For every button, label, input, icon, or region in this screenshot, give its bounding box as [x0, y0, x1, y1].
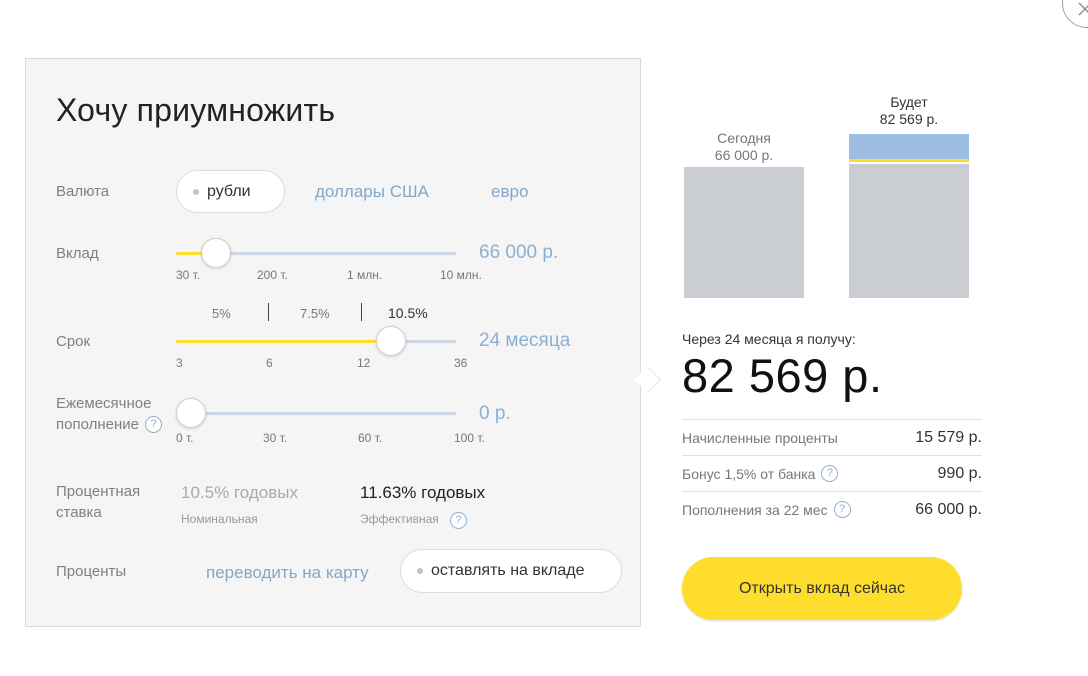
term-tick: 6 — [266, 356, 273, 370]
future-bar-separator — [849, 162, 969, 164]
monthly-slider-handle[interactable] — [176, 398, 206, 428]
term-rate-label: 5% — [212, 306, 231, 321]
term-label: Срок — [56, 333, 91, 350]
close-icon — [1078, 2, 1088, 16]
deposit-slider-fill — [176, 252, 216, 255]
future-bar-interest-segment — [849, 134, 969, 159]
deposit-tick: 1 млн. — [347, 268, 383, 282]
monthly-tick: 0 т. — [176, 431, 194, 445]
today-bar — [684, 167, 804, 298]
close-button[interactable] — [1062, 0, 1088, 28]
result-row-label: Пополнения за 22 мес? — [682, 501, 851, 518]
term-tick: 3 — [176, 356, 183, 370]
result-row: Начисленные проценты 15 579 р. — [682, 419, 982, 455]
monthly-tick: 100 т. — [454, 431, 485, 445]
future-bar-base-segment — [849, 164, 969, 298]
rate-nominal-value: 10.5% годовых — [181, 483, 298, 502]
result-row-value: 66 000 р. — [915, 500, 982, 518]
monthly-value[interactable]: 0 р. — [479, 403, 511, 424]
bonus-help-icon[interactable]: ? — [821, 465, 839, 482]
result-row-value: 990 р. — [937, 464, 982, 482]
rate-effective-value: 11.63% годовых — [360, 483, 486, 502]
result-row: Бонус 1,5% от банка? 990 р. — [682, 455, 982, 491]
selected-dot-icon — [193, 188, 199, 195]
today-caption-title: Сегодня — [717, 130, 771, 146]
rate-nominal-caption: Номинальная — [181, 512, 258, 526]
result-row-label: Бонус 1,5% от банка? — [682, 465, 839, 482]
currency-label: Валюта — [56, 183, 110, 200]
deposit-slider-handle[interactable] — [201, 238, 231, 268]
result-amount: 82 569 р. — [682, 349, 883, 402]
term-value[interactable]: 24 месяца — [479, 330, 571, 351]
result-row: Пополнения за 22 мес? 66 000 р. — [682, 491, 982, 527]
today-caption: Сегодня 66 000 р. — [684, 130, 804, 164]
deposit-tick: 200 т. — [257, 268, 288, 282]
rate-divider — [361, 303, 362, 321]
today-caption-amount: 66 000 р. — [714, 147, 774, 163]
deposit-value[interactable]: 66 000 р. — [479, 242, 559, 263]
rate-label-line2: ставка — [56, 504, 102, 521]
monthly-label-line1: Ежемесячное — [56, 395, 152, 412]
selected-dot-icon — [417, 568, 423, 574]
monthly-slider-track[interactable] — [176, 412, 456, 415]
future-caption-title: Будет — [890, 94, 928, 110]
result-row-value: 15 579 р. — [915, 428, 982, 446]
interest-label: Проценты — [56, 563, 127, 580]
term-tick: 12 — [357, 356, 371, 370]
future-bar — [849, 134, 969, 298]
interest-option-to-card[interactable]: переводить на карту — [206, 563, 369, 582]
currency-option-rub[interactable]: рубли — [176, 170, 285, 213]
open-deposit-button[interactable]: Открыть вклад сейчас — [682, 557, 962, 620]
rate-divider — [268, 303, 269, 321]
term-slider-handle[interactable] — [376, 326, 406, 356]
currency-option-label: рубли — [207, 182, 251, 200]
calculator-panel — [25, 58, 641, 627]
interest-option-keep[interactable]: оставлять на вкладе — [400, 549, 622, 593]
future-caption: Будет 82 569 р. — [849, 94, 969, 128]
page-title: Хочу приумножить — [56, 92, 336, 128]
deposit-label: Вклад — [56, 245, 99, 262]
rate-effective-caption: Эффективная — [360, 512, 439, 526]
monthly-tick: 60 т. — [358, 431, 383, 445]
result-caption: Через 24 месяца я получу: — [682, 331, 856, 347]
future-caption-amount: 82 569 р. — [879, 111, 939, 127]
term-slider-fill — [176, 340, 391, 343]
result-row-label: Начисленные проценты — [682, 429, 838, 446]
term-rate-label-active: 10.5% — [388, 305, 428, 321]
monthly-help-icon[interactable]: ? — [145, 416, 162, 433]
deposit-tick: 10 млн. — [440, 268, 482, 282]
deposit-tick: 30 т. — [176, 268, 201, 282]
term-tick: 36 — [454, 356, 468, 370]
monthly-tick: 30 т. — [263, 431, 288, 445]
topup-help-icon[interactable]: ? — [833, 501, 851, 518]
rate-help-icon[interactable]: ? — [450, 512, 467, 529]
currency-option-usd[interactable]: доллары США — [315, 182, 429, 201]
term-rate-label: 7.5% — [300, 306, 330, 321]
deposit-slider-track[interactable] — [176, 252, 456, 255]
interest-option-label: оставлять на вкладе — [431, 562, 585, 579]
rate-label-line1: Процентная — [56, 483, 141, 500]
future-bar-bonus-segment — [849, 159, 969, 162]
monthly-label-line2: пополнение — [56, 416, 139, 433]
currency-option-eur[interactable]: евро — [491, 182, 529, 201]
